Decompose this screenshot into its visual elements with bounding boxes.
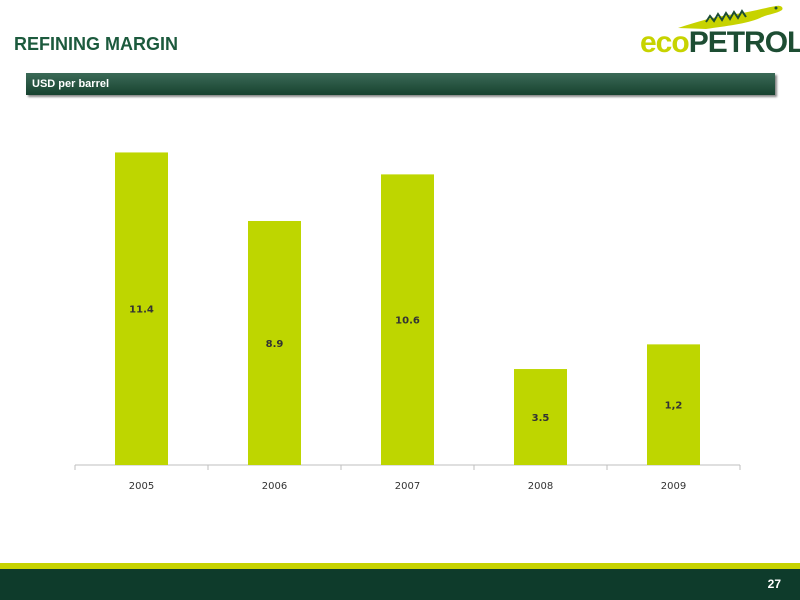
bar-2006 xyxy=(248,220,301,465)
logo-text-eco: eco xyxy=(640,26,690,59)
x-tick-label-2008: 2008 xyxy=(528,481,553,492)
bar-2007 xyxy=(381,174,434,465)
bar-2005 xyxy=(115,152,168,465)
footer-accent-stripe xyxy=(0,563,800,569)
x-tick-label-2007: 2007 xyxy=(395,481,420,492)
data-label-2009: 1,2 xyxy=(665,401,683,412)
data-label-2008: 3.5 xyxy=(532,413,550,424)
page-title: REFINING MARGIN xyxy=(14,34,178,54)
data-label-2005: 11.4 xyxy=(129,305,154,316)
footer-bar: 27 xyxy=(0,569,800,600)
logo-text-petrol: PETROL xyxy=(688,26,800,59)
bar-2008 xyxy=(514,369,567,465)
bar-2009 xyxy=(647,344,700,465)
data-label-2006: 8.9 xyxy=(266,339,284,350)
x-tick-label-2006: 2006 xyxy=(262,481,287,492)
page-number: 27 xyxy=(767,577,781,591)
x-tick-label-2009: 2009 xyxy=(661,481,686,492)
data-label-2007: 10.6 xyxy=(395,316,420,327)
x-tick-label-2005: 2005 xyxy=(129,481,154,492)
subtitle-bar: USD per barrel xyxy=(26,73,775,95)
iguana-icon xyxy=(678,5,783,29)
ecopetrol-logo: ecoPETROL xyxy=(636,2,800,62)
logo-wordmark: ecoPETROL xyxy=(640,26,800,60)
